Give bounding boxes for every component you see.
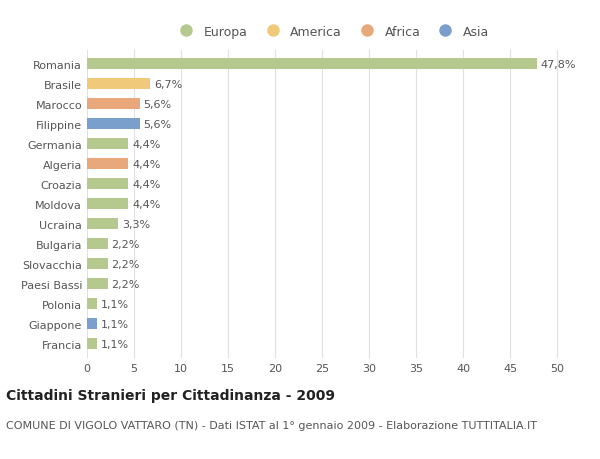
Bar: [87, 239, 107, 250]
Text: 1,1%: 1,1%: [101, 319, 129, 329]
Bar: [87, 179, 128, 190]
Bar: [87, 59, 536, 70]
Bar: [87, 119, 140, 130]
Text: COMUNE DI VIGOLO VATTARO (TN) - Dati ISTAT al 1° gennaio 2009 - Elaborazione TUT: COMUNE DI VIGOLO VATTARO (TN) - Dati IST…: [6, 420, 537, 430]
Bar: [87, 299, 97, 309]
Bar: [87, 219, 118, 230]
Text: Cittadini Stranieri per Cittadinanza - 2009: Cittadini Stranieri per Cittadinanza - 2…: [6, 388, 335, 402]
Text: 1,1%: 1,1%: [101, 299, 129, 309]
Text: 4,4%: 4,4%: [132, 179, 161, 189]
Text: 5,6%: 5,6%: [143, 100, 172, 109]
Bar: [87, 199, 128, 210]
Bar: [87, 159, 128, 170]
Text: 2,2%: 2,2%: [112, 259, 140, 269]
Text: 1,1%: 1,1%: [101, 339, 129, 349]
Bar: [87, 339, 97, 350]
Text: 4,4%: 4,4%: [132, 159, 161, 169]
Bar: [87, 139, 128, 150]
Text: 2,2%: 2,2%: [112, 239, 140, 249]
Text: 2,2%: 2,2%: [112, 279, 140, 289]
Text: 6,7%: 6,7%: [154, 79, 182, 90]
Text: 5,6%: 5,6%: [143, 119, 172, 129]
Legend: Europa, America, Africa, Asia: Europa, America, Africa, Asia: [172, 23, 491, 41]
Text: 3,3%: 3,3%: [122, 219, 150, 229]
Text: 4,4%: 4,4%: [132, 140, 161, 149]
Text: 4,4%: 4,4%: [132, 199, 161, 209]
Bar: [87, 259, 107, 269]
Bar: [87, 279, 107, 290]
Text: 47,8%: 47,8%: [540, 60, 576, 69]
Bar: [87, 99, 140, 110]
Bar: [87, 319, 97, 330]
Bar: [87, 79, 150, 90]
